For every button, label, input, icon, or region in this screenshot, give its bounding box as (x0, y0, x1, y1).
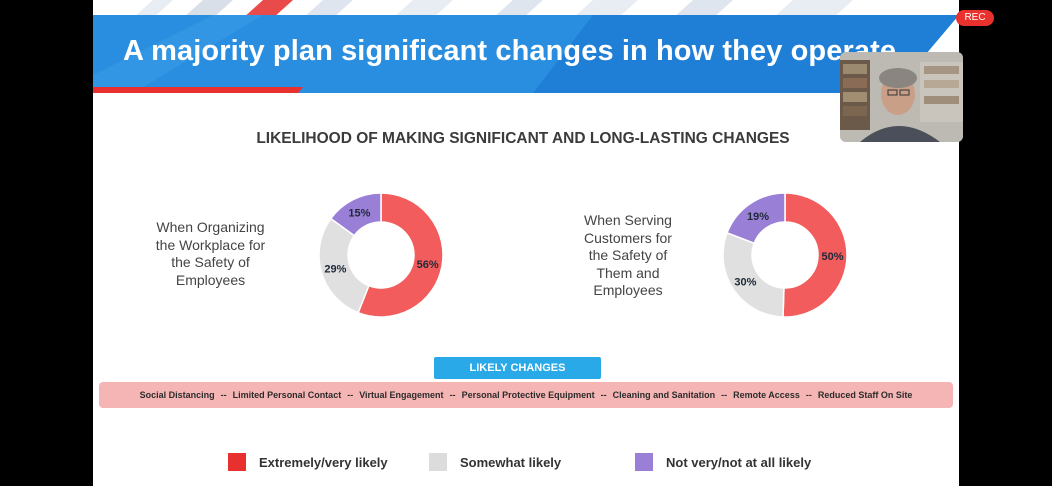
chart-title: LIKELIHOOD OF MAKING SIGNIFICANT AND LON… (256, 130, 790, 147)
donut-chart-customers: 50% 30% 19% (722, 192, 848, 318)
presentation-slide: A majority plan significant changes in h… (93, 0, 959, 486)
legend-label: Extremely/very likely (259, 454, 388, 470)
changes-separator: -- (721, 390, 728, 400)
changes-separator: -- (220, 390, 227, 400)
donut-slice-2 (722, 231, 785, 318)
donut-data-label: 29% (324, 263, 346, 275)
changes-separator: -- (600, 390, 607, 400)
donut-slice-2 (318, 217, 370, 314)
change-item: Limited Personal Contact (232, 390, 342, 400)
changes-separator: -- (805, 390, 812, 400)
change-item: Remote Access (733, 390, 800, 400)
donut-data-label: 15% (348, 208, 370, 220)
change-item: Cleaning and Sanitation (612, 390, 716, 400)
legend-swatch-purple (635, 453, 653, 471)
legend-not-likely: Not very/not at all likely (635, 453, 811, 471)
change-item: Reduced Staff On Site (817, 390, 913, 400)
legend-somewhat-likely: Somewhat likely (429, 453, 561, 471)
donut-slice-1 (357, 192, 444, 318)
legend-label: Somewhat likely (460, 454, 562, 470)
presenter-webcam-video[interactable] (840, 52, 963, 142)
legend-label: Not very/not at all likely (666, 454, 812, 470)
donut-data-label: 19% (747, 211, 769, 223)
decorative-stripes (93, 0, 959, 18)
change-item: Virtual Engagement (359, 390, 444, 400)
legend-swatch-red (228, 453, 246, 471)
donut-1-title: When Organizing the Workplace for the Sa… (155, 219, 266, 288)
recording-indicator: REC (956, 10, 994, 26)
likely-changes-label: LIKELY CHANGES (434, 357, 601, 379)
changes-separator: -- (449, 390, 456, 400)
donut-slice-3 (726, 192, 786, 245)
donut-data-label: 30% (734, 276, 756, 288)
donut-data-label: 50% (821, 251, 843, 263)
changes-separator: -- (347, 390, 354, 400)
donut-2-title: When Serving Customers for the Safety of… (584, 212, 672, 298)
donut-data-label: 56% (417, 259, 439, 271)
donut-slice-1 (782, 192, 848, 318)
donut-chart-workplace: 56% 29% 15% (318, 192, 444, 318)
legend-extremely-likely: Extremely/very likely (228, 453, 388, 471)
donut-slice-3 (329, 192, 382, 237)
legend-swatch-gray (429, 453, 447, 471)
change-item: Social Distancing (139, 390, 215, 400)
title-banner (93, 15, 959, 93)
likely-changes-bar: Social Distancing -- Limited Personal Cont… (99, 382, 953, 408)
slide-title: A majority plan significant changes in h… (123, 35, 897, 67)
change-item: Personal Protective Equipment (461, 390, 595, 400)
